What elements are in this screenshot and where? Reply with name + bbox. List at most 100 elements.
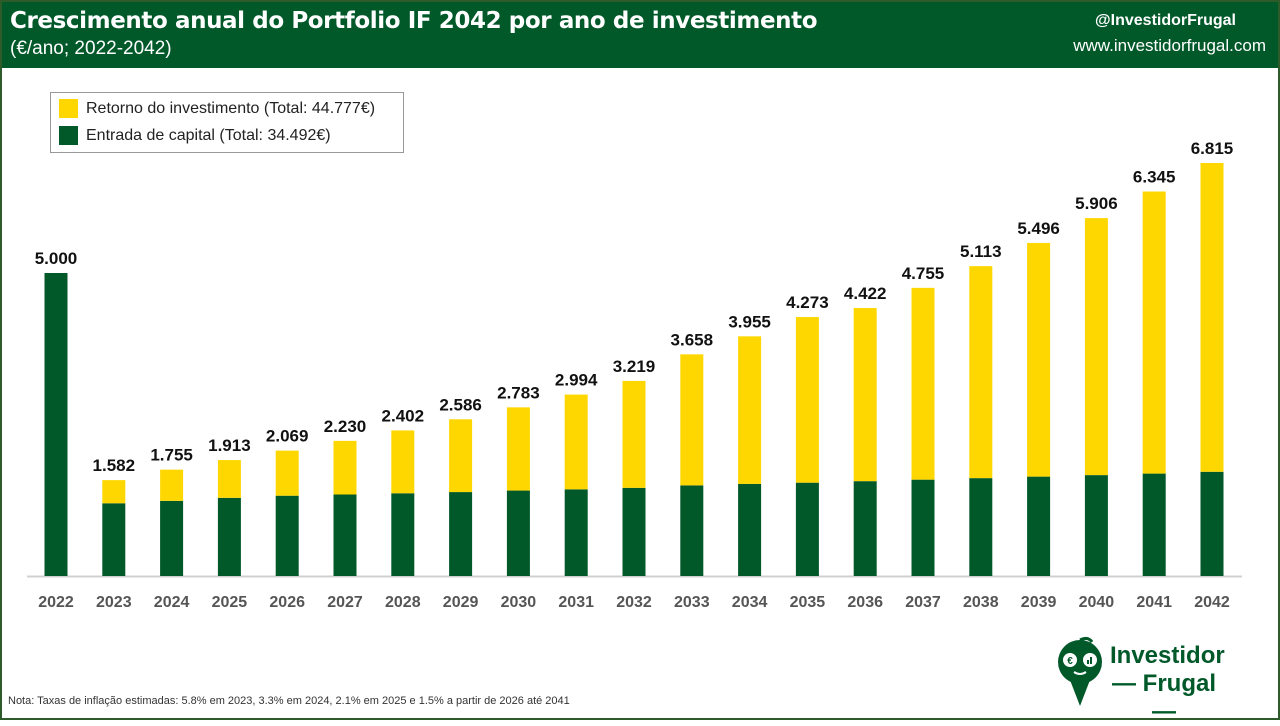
social-handle: @InvestidorFrugal	[1095, 12, 1236, 29]
x-tick-label: 2030	[501, 594, 537, 611]
bar-return	[506, 407, 530, 491]
total-data-label: 4.755	[902, 264, 945, 283]
website-link[interactable]: www.investidorfrugal.com	[1073, 36, 1266, 55]
total-data-label: 2.783	[497, 383, 540, 402]
total-data-label: 1.755	[150, 446, 193, 465]
bar-capital	[1027, 476, 1051, 576]
x-tick-label: 2040	[1079, 594, 1115, 611]
bar-capital	[333, 494, 357, 576]
legend: Retorno do investimento (Total: 44.777€)…	[50, 92, 404, 153]
bar-return	[564, 394, 588, 490]
bar-return	[795, 317, 819, 483]
total-data-label: 3.219	[613, 357, 656, 376]
x-tick-label: 2026	[269, 594, 305, 611]
bar-capital	[622, 487, 646, 576]
bar-return	[1027, 242, 1051, 477]
bar-return	[391, 430, 415, 494]
footnote: Nota: Taxas de inflação estimadas: 5.8% …	[8, 695, 570, 707]
x-tick-label: 2035	[790, 594, 826, 611]
bar-capital	[911, 479, 935, 576]
legend-label-capital: Entrada de capital (Total: 34.492€)	[86, 126, 331, 144]
bar-return	[1200, 163, 1224, 472]
total-data-label: 4.422	[844, 284, 887, 303]
bar-capital	[680, 485, 704, 576]
bar-return	[911, 287, 935, 480]
bar-capital	[506, 490, 530, 576]
bar-return	[333, 440, 357, 495]
total-data-label: 5.113	[960, 242, 1002, 261]
bar-return	[449, 419, 473, 493]
total-data-label: 1.582	[93, 456, 136, 475]
legend-swatch-return	[59, 99, 78, 118]
chart-subtitle: (€/ano; 2022-2042)	[10, 38, 172, 59]
logo-text-line1: Investidor	[1110, 642, 1225, 669]
bar-capital	[1142, 473, 1166, 576]
x-tick-label: 2036	[847, 594, 883, 611]
bar-return	[217, 460, 241, 498]
bar-capital	[853, 481, 877, 576]
bar-capital	[391, 493, 415, 576]
total-data-label: 6.815	[1191, 139, 1234, 158]
x-tick-label: 2031	[558, 594, 594, 611]
bar-capital	[738, 483, 762, 576]
x-tick-label: 2029	[443, 594, 479, 611]
x-tick-label: 2025	[212, 594, 248, 611]
chart-title: Crescimento anual do Portfolio IF 2042 p…	[10, 8, 818, 34]
mascot-icon: €	[1058, 636, 1102, 706]
investidor-frugal-logo: € Investidor — Frugal —	[1056, 636, 1226, 725]
x-tick-label: 2033	[674, 594, 710, 611]
total-data-label: 5.906	[1075, 194, 1118, 213]
bar-capital	[102, 503, 126, 576]
logo-word-frugal: Frugal	[1142, 670, 1216, 697]
bar-capital	[795, 482, 819, 576]
total-data-label: 2.994	[555, 371, 598, 390]
bar-return	[622, 380, 646, 488]
x-tick-label: 2023	[96, 594, 132, 611]
bar-capital	[1084, 475, 1108, 576]
x-tick-label: 2032	[616, 594, 652, 611]
header-band: Crescimento anual do Portfolio IF 2042 p…	[0, 0, 1280, 68]
bar-return	[275, 450, 299, 496]
x-tick-label: 2037	[905, 594, 941, 611]
bar-return	[1084, 218, 1108, 476]
x-tick-label: 2039	[1021, 594, 1057, 611]
x-tick-label: 2024	[154, 594, 190, 611]
total-data-label: 2.586	[439, 395, 482, 414]
bar-return	[102, 480, 126, 504]
legend-item-capital: Entrada de capital (Total: 34.492€)	[59, 126, 331, 145]
x-tick-label: 2038	[963, 594, 999, 611]
bar-capital	[1200, 471, 1224, 576]
total-data-label: 2.230	[324, 417, 367, 436]
bar-capital	[44, 273, 68, 576]
bar-capital	[160, 500, 184, 576]
bar-return	[853, 308, 877, 482]
bar-capital	[217, 497, 241, 576]
x-tick-label: 2027	[327, 594, 363, 611]
bar-return	[160, 469, 184, 501]
bar-capital	[275, 495, 299, 576]
bar-return	[1142, 191, 1166, 474]
svg-text:€: €	[1067, 656, 1073, 667]
total-data-label: 5.496	[1017, 219, 1060, 238]
total-data-label: 6.345	[1133, 167, 1176, 186]
bar-capital	[969, 478, 993, 576]
x-tick-label: 2028	[385, 594, 421, 611]
total-data-label: 5.000	[35, 249, 78, 268]
x-tick-label: 2022	[38, 594, 74, 611]
legend-swatch-capital	[59, 126, 78, 145]
logo-text-line2: — Frugal —	[1111, 670, 1216, 725]
bar-capital	[564, 489, 588, 576]
bar-return	[738, 336, 762, 484]
legend-label-return: Retorno do investimento (Total: 44.777€)	[86, 99, 376, 117]
total-data-label: 2.069	[266, 427, 309, 446]
legend-item-return: Retorno do investimento (Total: 44.777€)	[59, 99, 375, 118]
x-tick-label: 2034	[732, 594, 768, 611]
x-tick-label: 2042	[1194, 594, 1230, 611]
total-data-label: 3.955	[728, 312, 771, 331]
bar-capital	[449, 492, 473, 576]
x-tick-label: 2041	[1136, 594, 1172, 611]
total-data-label: 1.913	[208, 436, 251, 455]
total-data-label: 4.273	[786, 293, 829, 312]
